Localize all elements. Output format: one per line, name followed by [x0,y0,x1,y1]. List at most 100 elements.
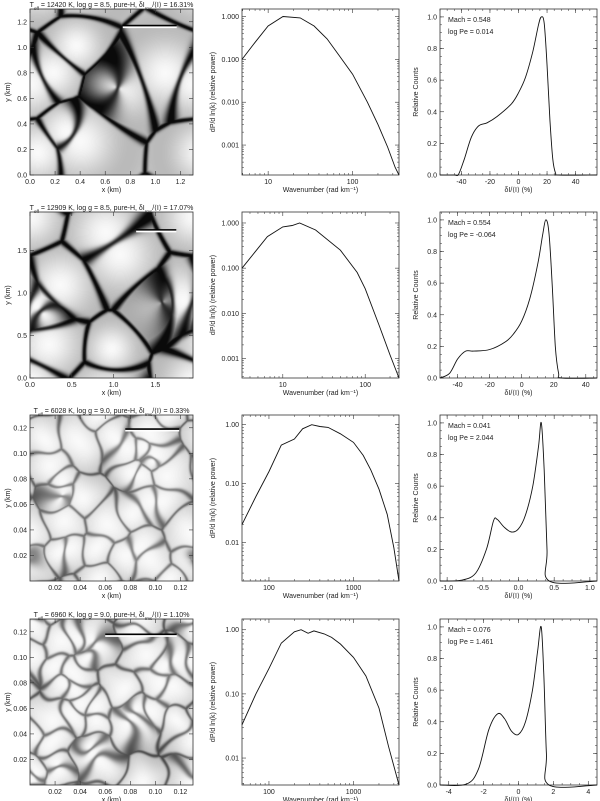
image-panel: 0.0 0.2 0.4 0.6 0.8 1.0 1.2 0.0 0.2 0.4 0.6 0.8 1.0 1… [5,8,194,194]
x-tick-label: 0.06 [98,789,112,796]
intensity-histogram-panel: -40 -20 0 20 40 0.0 0.2 0.4 0.6 0.8 1.0 Mach = 0.55… [413,211,598,397]
power-spectrum-panel: 100 1000 1.00 0.10 0.01 Wavenumber (rad km⁻¹)… [210,414,400,600]
y-tick-label: 0.2 [427,141,437,148]
plot-frame [29,618,194,786]
title-text: = 12909 K, log g = 8.5, pure-H, δI [39,205,145,212]
y-tick-label: 1.0 [427,14,437,21]
x-axis-label: Wavenumber (rad km⁻¹) [283,187,358,194]
x-tick-label: 0.08 [123,585,137,592]
y-tick-label: 0.010 [221,100,239,107]
title-text: /⟨I⟩ = 1.10% [152,611,189,619]
y-tick-label: 0.100 [221,57,239,64]
x-axis-label: δI/⟨I⟩ (%) [504,592,532,600]
y-tick-label: 0.4 [427,312,437,319]
y-tick-label: 0.4 [427,719,437,726]
x-tick-label: 100 [359,382,371,389]
x-tick-label: 0.6 [100,179,110,186]
granulation-intensity-image [30,212,193,378]
x-tick-label: 0.0 [25,179,35,186]
panel-title: Teff = 6960 K, log g = 9.0, pure-H, δIrm… [34,611,190,621]
y-axis-label: Relative Counts [413,67,420,117]
y-tick-label: 0.5 [17,333,27,340]
x-tick-label: 1.0 [151,179,161,186]
title-text: = 6960 K, log g = 9.0, pure-H, δI [43,612,145,619]
y-axis-label: Relative Counts [413,473,420,523]
y-tick-label: 0.2 [427,344,437,351]
title-subscript: eff [38,412,44,417]
title-text: T [34,612,39,619]
plot-frame [29,211,194,379]
x-axis-label: δI/⟨I⟩ (%) [504,389,532,397]
x-tick-label: 100 [263,585,275,592]
x-tick-label: 0.02 [48,789,62,796]
figure-row-3: Teff = 6028 K, log g = 9.0, pure-H, δIrm… [5,407,598,600]
intensity-histogram-panel: -4 -2 0 2 4 0.0 0.2 0.4 0.6 0.8 1.0 Mach = 0.076 log… [413,618,598,801]
log-peclet-annotation: log Pe = -0.064 [448,232,496,239]
log-peclet-annotation: log Pe = 2.044 [448,435,493,442]
x-tick-label: -20 [485,382,495,389]
y-tick-label: 0.6 [427,484,437,491]
title-text: /⟨I⟩ = 17.07% [152,204,193,212]
x-tick-label: 0.04 [73,789,87,796]
power-spectrum-panel: 10 100 1.000 0.100 0.010 0.001 Wavenumber (rad… [210,211,400,397]
x-tick-label: 0.0 [514,585,524,592]
y-tick-label: 0.12 [13,425,27,432]
histogram-line [439,625,598,788]
x-tick-label: -40 [453,382,463,389]
title-subscript: rms [145,616,153,621]
title-subscript: rms [145,412,153,417]
title-subscript: eff [34,209,40,214]
x-tick-label: 20 [543,179,551,186]
x-tick-label: -40 [456,179,466,186]
power-spectrum-panel: 10 100 1.000 0.100 0.010 0.001 Wavenumber (rad… [210,8,400,194]
y-tick-label: 0.6 [427,688,437,695]
y-tick-label: 0.06 [13,502,27,509]
power-spectrum-line [241,16,400,176]
x-tick-label: 20 [550,382,558,389]
x-axis-label: x (km) [102,390,121,397]
x-axis-label: Wavenumber (rad km⁻¹) [283,593,358,600]
x-tick-label: 0.8 [125,179,135,186]
mach-annotation: Mach = 0.041 [448,423,491,430]
x-tick-label: 0.4 [75,179,85,186]
intensity-histogram-panel: -1.0 -0.5 0.0 0.5 1.0 0.0 0.2 0.4 0.6 0.8 1.0 Mach … [413,414,598,600]
x-tick-label: 0.04 [73,585,87,592]
y-tick-label: 1.5 [17,248,27,255]
x-axis-label: Wavenumber (rad km⁻¹) [283,390,358,397]
x-tick-label: 4 [586,789,590,796]
plot-frame [29,414,194,582]
x-tick-label: 0.2 [50,179,60,186]
y-tick-label: 0.8 [427,249,437,256]
y-tick-label: 0.2 [427,751,437,758]
x-tick-label: 0 [517,789,521,796]
title-subscript: eff [38,616,44,621]
y-tick-label: 0.2 [17,147,27,154]
y-tick-label: 0.02 [13,757,27,764]
y-tick-label: 0.01 [225,540,239,547]
x-tick-label: 1000 [346,585,362,592]
title-text: T [30,2,35,9]
title-text: /⟨I⟩ = 16.31% [152,1,193,9]
power-spectrum-line [241,222,400,379]
x-tick-label: 0 [520,382,524,389]
panel-title: Teff = 12909 K, log g = 8.5, pure-H, δIr… [30,204,194,214]
x-tick-label: 0.0 [25,382,35,389]
y-tick-label: 1.0 [17,45,27,52]
power-spectrum-line [241,424,400,582]
y-tick-label: 0.4 [427,515,437,522]
y-tick-label: 0.06 [13,706,27,713]
log-peclet-annotation: log Pe = 0.014 [448,29,493,36]
title-text: /⟨I⟩ = 0.33% [152,407,189,415]
x-tick-label: 10 [279,382,287,389]
plot-frame [241,211,400,379]
y-tick-label: 0.0 [17,376,27,383]
y-tick-label: 0.08 [13,476,27,483]
y-tick-label: 1.0 [427,420,437,427]
y-tick-label: 0.4 [427,109,437,116]
mach-annotation: Mach = 0.554 [448,220,491,227]
panel-title: Teff = 12420 K, log g = 8.5, pure-H, δIr… [30,1,194,11]
title-text: = 6028 K, log g = 9.0, pure-H, δI [43,408,145,415]
y-tick-label: 0.10 [13,451,27,458]
y-tick-label: 1.00 [225,627,239,634]
